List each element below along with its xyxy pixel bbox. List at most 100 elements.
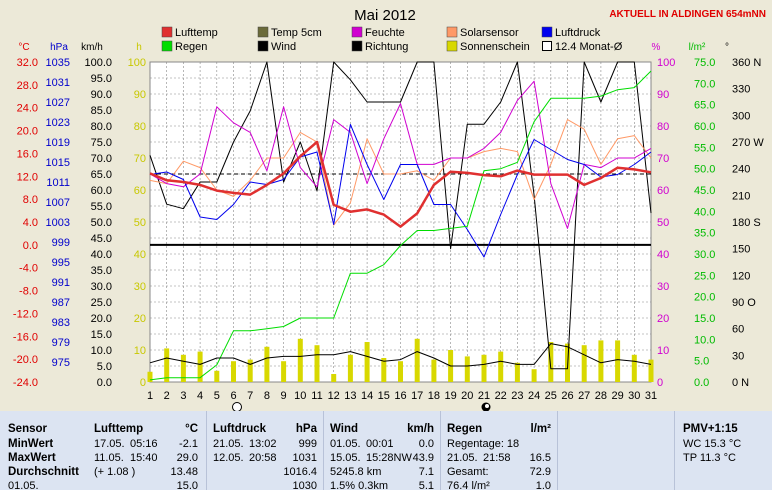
axis-tick-hum: 60 bbox=[657, 185, 669, 197]
x-tick-label: 25 bbox=[545, 390, 557, 402]
legend-swatch bbox=[541, 26, 553, 38]
sunshine-bar bbox=[164, 348, 170, 382]
sunshine-bar bbox=[615, 340, 621, 382]
axis-tick-press: 983 bbox=[52, 317, 70, 329]
cell: 21.05. bbox=[447, 452, 478, 464]
axis-tick-dir: 180 S bbox=[732, 217, 761, 229]
legend-label: Sonnenschein bbox=[460, 41, 530, 53]
sunshine-bar bbox=[197, 351, 203, 382]
regen-row: Regentage: 18 bbox=[441, 437, 557, 451]
cell: -2.1 bbox=[179, 438, 198, 450]
axis-tick-wind: 95.0 bbox=[91, 73, 112, 85]
axis-tick-press: 1007 bbox=[46, 197, 70, 209]
cell: 999 bbox=[298, 438, 317, 450]
axis-tick-press: 1015 bbox=[46, 157, 70, 169]
cell: 0.0 bbox=[418, 438, 434, 450]
axis-tick-press: 1031 bbox=[46, 77, 70, 89]
sunshine-bar bbox=[431, 359, 437, 382]
lufttemp-title: Lufttemp bbox=[94, 423, 144, 435]
x-tick-label: 15 bbox=[378, 390, 390, 402]
cell: 15:40 bbox=[130, 452, 158, 464]
axis-tick-press: 1027 bbox=[46, 97, 70, 109]
axis-tick-sun: 80 bbox=[134, 121, 146, 133]
axis-tick-wind: 85.0 bbox=[91, 105, 112, 117]
cell: 15.0 bbox=[176, 480, 198, 490]
axis-tick-temp: 28.0 bbox=[17, 80, 38, 92]
axis-tick-hum: 70 bbox=[657, 153, 669, 165]
cell: Gesamt: bbox=[447, 466, 489, 478]
axis-header-hum: % bbox=[652, 42, 661, 53]
axis-header-sun: h bbox=[136, 42, 142, 53]
x-tick-label: 26 bbox=[561, 390, 573, 402]
cell: Regentage: 18 bbox=[447, 438, 520, 450]
axis-tick-hum: 0 bbox=[657, 377, 663, 389]
x-tick-label: 3 bbox=[180, 390, 186, 402]
axis-tick-dir: 360 N bbox=[732, 57, 761, 69]
cell: 13:02 bbox=[249, 438, 277, 450]
luftdruck-row: 12.05. 20:58 1031 bbox=[207, 451, 323, 465]
axis-tick-hum: 90 bbox=[657, 89, 669, 101]
axis-tick-sun: 10 bbox=[134, 345, 146, 357]
wind-title: Wind bbox=[330, 423, 358, 435]
wind-row: 5245.8 km 7.1 bbox=[324, 465, 440, 479]
axis-tick-sun: 50 bbox=[134, 217, 146, 229]
sunshine-bar bbox=[364, 342, 370, 382]
legend-swatch bbox=[161, 40, 173, 52]
sensor-row-max: MaxWert bbox=[8, 452, 56, 464]
series-lines bbox=[149, 61, 652, 381]
axis-tick-dir: 120 bbox=[732, 270, 750, 282]
x-tick-label: 10 bbox=[294, 390, 306, 402]
lufttemp-row: 11.05. 15:40 29.0 bbox=[88, 451, 206, 465]
axis-tick-press: 987 bbox=[52, 297, 70, 309]
x-tick-label: 21 bbox=[478, 390, 490, 402]
axis-tick-rain: 20.0 bbox=[694, 292, 715, 304]
x-tick-label: 14 bbox=[361, 390, 373, 402]
sunshine-bar bbox=[548, 342, 554, 382]
axis-tick-temp: 4.0 bbox=[23, 217, 38, 229]
legend-label: Temp 5cm bbox=[271, 27, 322, 39]
axis-tick-rain: 15.0 bbox=[694, 313, 715, 325]
cell: 72.9 bbox=[529, 466, 551, 478]
axis-tick-press: 975 bbox=[52, 357, 70, 369]
axis-tick-sun: 20 bbox=[134, 313, 146, 325]
sensor-box: Sensor MinWert MaxWert Durchschnitt 01.0… bbox=[0, 411, 97, 490]
axis-tick-rain: 50.0 bbox=[694, 164, 715, 176]
pmv-title: PMV+1:15 bbox=[683, 423, 738, 435]
x-tick-label: 8 bbox=[264, 390, 270, 402]
x-tick-label: 6 bbox=[230, 390, 236, 402]
cell: 1.0 bbox=[535, 480, 551, 490]
series-line-solarsensor bbox=[149, 119, 652, 226]
luftdruck-row: 1016.4 bbox=[207, 465, 323, 479]
x-tick-label: 24 bbox=[528, 390, 540, 402]
legend-swatch bbox=[257, 40, 269, 52]
x-tick-label: 11 bbox=[311, 390, 322, 402]
legend-label: Luftdruck bbox=[555, 27, 601, 39]
axes: 32.0 28.0 24.0 20.0 16.0 12.0 8.0 4.0 0.0 -4.0 -8.… bbox=[13, 57, 764, 389]
axis-tick-dir: 270 W bbox=[732, 137, 764, 149]
x-tick-label: 22 bbox=[495, 390, 507, 402]
legend-swatch bbox=[161, 26, 173, 38]
pmv-box: PMV+1:15 WC 15.3 °C TP 11.3 °C bbox=[675, 411, 772, 490]
legend-label: Feuchte bbox=[365, 27, 405, 39]
axis-tick-wind: 15.0 bbox=[91, 329, 112, 341]
axis-tick-rain: 45.0 bbox=[694, 185, 715, 197]
luftdruck-box: Luftdruck hPa 21.05. 13:02 999 12.05. 20… bbox=[207, 411, 324, 490]
axis-tick-dir: 0 N bbox=[732, 377, 749, 389]
sensor-title: Sensor bbox=[8, 423, 47, 435]
cell: 16.5 bbox=[529, 452, 551, 464]
axis-tick-temp: 8.0 bbox=[23, 194, 38, 206]
pmv-row-wc: WC 15.3 °C bbox=[683, 438, 742, 450]
cell: 21.05. bbox=[213, 438, 244, 450]
axis-tick-hum: 20 bbox=[657, 313, 669, 325]
legend-swatch bbox=[542, 41, 552, 51]
legend-label: 12.4 Monat-Ø bbox=[555, 41, 623, 53]
cell: 1016.4 bbox=[283, 466, 317, 478]
axis-tick-wind: 60.0 bbox=[91, 185, 112, 197]
axis-tick-temp: -20.0 bbox=[13, 354, 38, 366]
axis-tick-wind: 35.0 bbox=[91, 265, 112, 277]
sensor-row-avg: Durchschnitt bbox=[8, 466, 79, 478]
luftdruck-row: 1030 bbox=[207, 479, 323, 490]
axis-tick-wind: 10.0 bbox=[91, 345, 112, 357]
cell: (+ 1.08 ) bbox=[94, 466, 136, 478]
regen-row: Gesamt: 72.9 bbox=[441, 465, 557, 479]
